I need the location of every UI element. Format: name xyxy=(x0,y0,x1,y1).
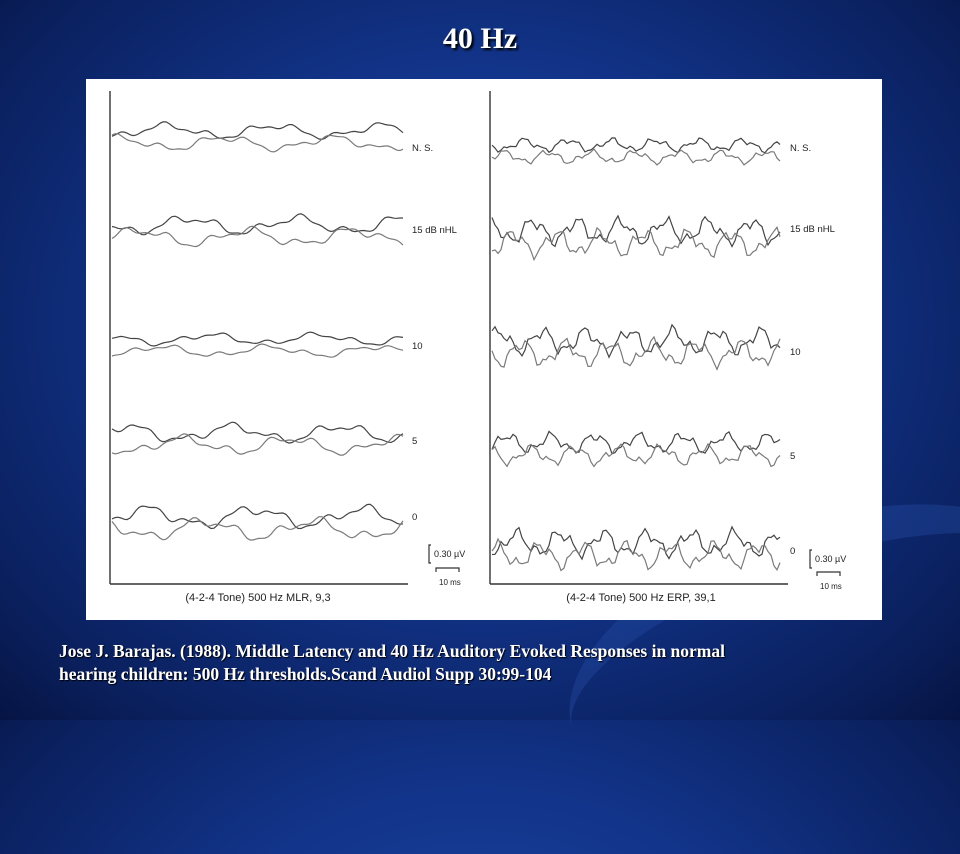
erp-label-15db: 15 dB nHL xyxy=(790,224,835,235)
mlr-time-bar xyxy=(435,567,460,572)
panel-erp: (4-2-4 Tone) 500 Hz ERP, 39,1 N. S. 15 d… xyxy=(489,91,846,604)
erp-label-0: 0 xyxy=(790,546,795,557)
waveform-figure: (4-2-4 Tone) 500 Hz MLR, 9,3 N. S. 15 dB… xyxy=(86,79,882,620)
erp-label-5: 5 xyxy=(790,451,795,462)
mlr-trace-10-1 xyxy=(111,331,404,347)
erp-time-label: 10 ms xyxy=(820,582,842,591)
mlr-label-5: 5 xyxy=(412,436,417,447)
waveform-traces xyxy=(111,121,781,572)
citation-line-2: hearing children: 500 Hz thresholds.Scan… xyxy=(59,664,552,684)
erp-trace-ns-2 xyxy=(491,148,781,166)
mlr-trace-5-2 xyxy=(111,433,404,456)
erp-trace-15db-2 xyxy=(491,226,781,262)
erp-trace-ns-1 xyxy=(491,137,781,154)
erp-label-ns: N. S. xyxy=(790,143,811,154)
mlr-trace-15db-2 xyxy=(111,225,404,248)
erp-trace-10-2 xyxy=(491,335,781,371)
erp-trace-10-1 xyxy=(491,323,781,359)
mlr-label-15db: 15 dB nHL xyxy=(412,225,457,236)
waveform-svg: (4-2-4 Tone) 500 Hz MLR, 9,3 N. S. 15 dB… xyxy=(109,91,846,604)
slide-title: 40 Hz xyxy=(442,22,518,55)
erp-time-bar xyxy=(816,571,841,576)
erp-amplitude-bar xyxy=(809,549,812,569)
panel-mlr: (4-2-4 Tone) 500 Hz MLR, 9,3 N. S. 15 dB… xyxy=(109,91,465,604)
erp-label-10: 10 xyxy=(790,347,801,358)
mlr-trace-0-2 xyxy=(111,516,404,541)
mlr-trace-0-1 xyxy=(111,503,404,530)
mlr-label-0: 0 xyxy=(412,512,417,523)
mlr-amplitude-bar xyxy=(428,544,431,564)
mlr-trace-ns-2 xyxy=(111,133,404,153)
erp-trace-5-1 xyxy=(491,430,781,455)
erp-trace-15db-1 xyxy=(491,214,781,248)
mlr-trace-ns-1 xyxy=(111,121,404,141)
panel-mlr-title: (4-2-4 Tone) 500 Hz MLR, 9,3 xyxy=(185,592,330,604)
panel-erp-title: (4-2-4 Tone) 500 Hz ERP, 39,1 xyxy=(566,592,715,604)
mlr-amplitude-label: 0.30 µV xyxy=(434,549,465,559)
erp-trace-0-2 xyxy=(491,537,781,572)
mlr-label-10: 10 xyxy=(412,341,423,352)
erp-trace-5-2 xyxy=(491,442,781,468)
mlr-trace-5-1 xyxy=(111,421,404,444)
erp-amplitude-label: 0.30 µV xyxy=(815,554,846,564)
citation-line-1: Jose J. Barajas. (1988). Middle Latency … xyxy=(59,641,725,661)
mlr-trace-10-2 xyxy=(111,343,404,358)
mlr-time-label: 10 ms xyxy=(439,578,461,587)
mlr-trace-15db-1 xyxy=(111,213,403,236)
mlr-label-ns: N. S. xyxy=(412,143,433,154)
erp-trace-0-1 xyxy=(491,525,781,561)
citation-caption: Jose J. Barajas. (1988). Middle Latency … xyxy=(59,640,919,686)
